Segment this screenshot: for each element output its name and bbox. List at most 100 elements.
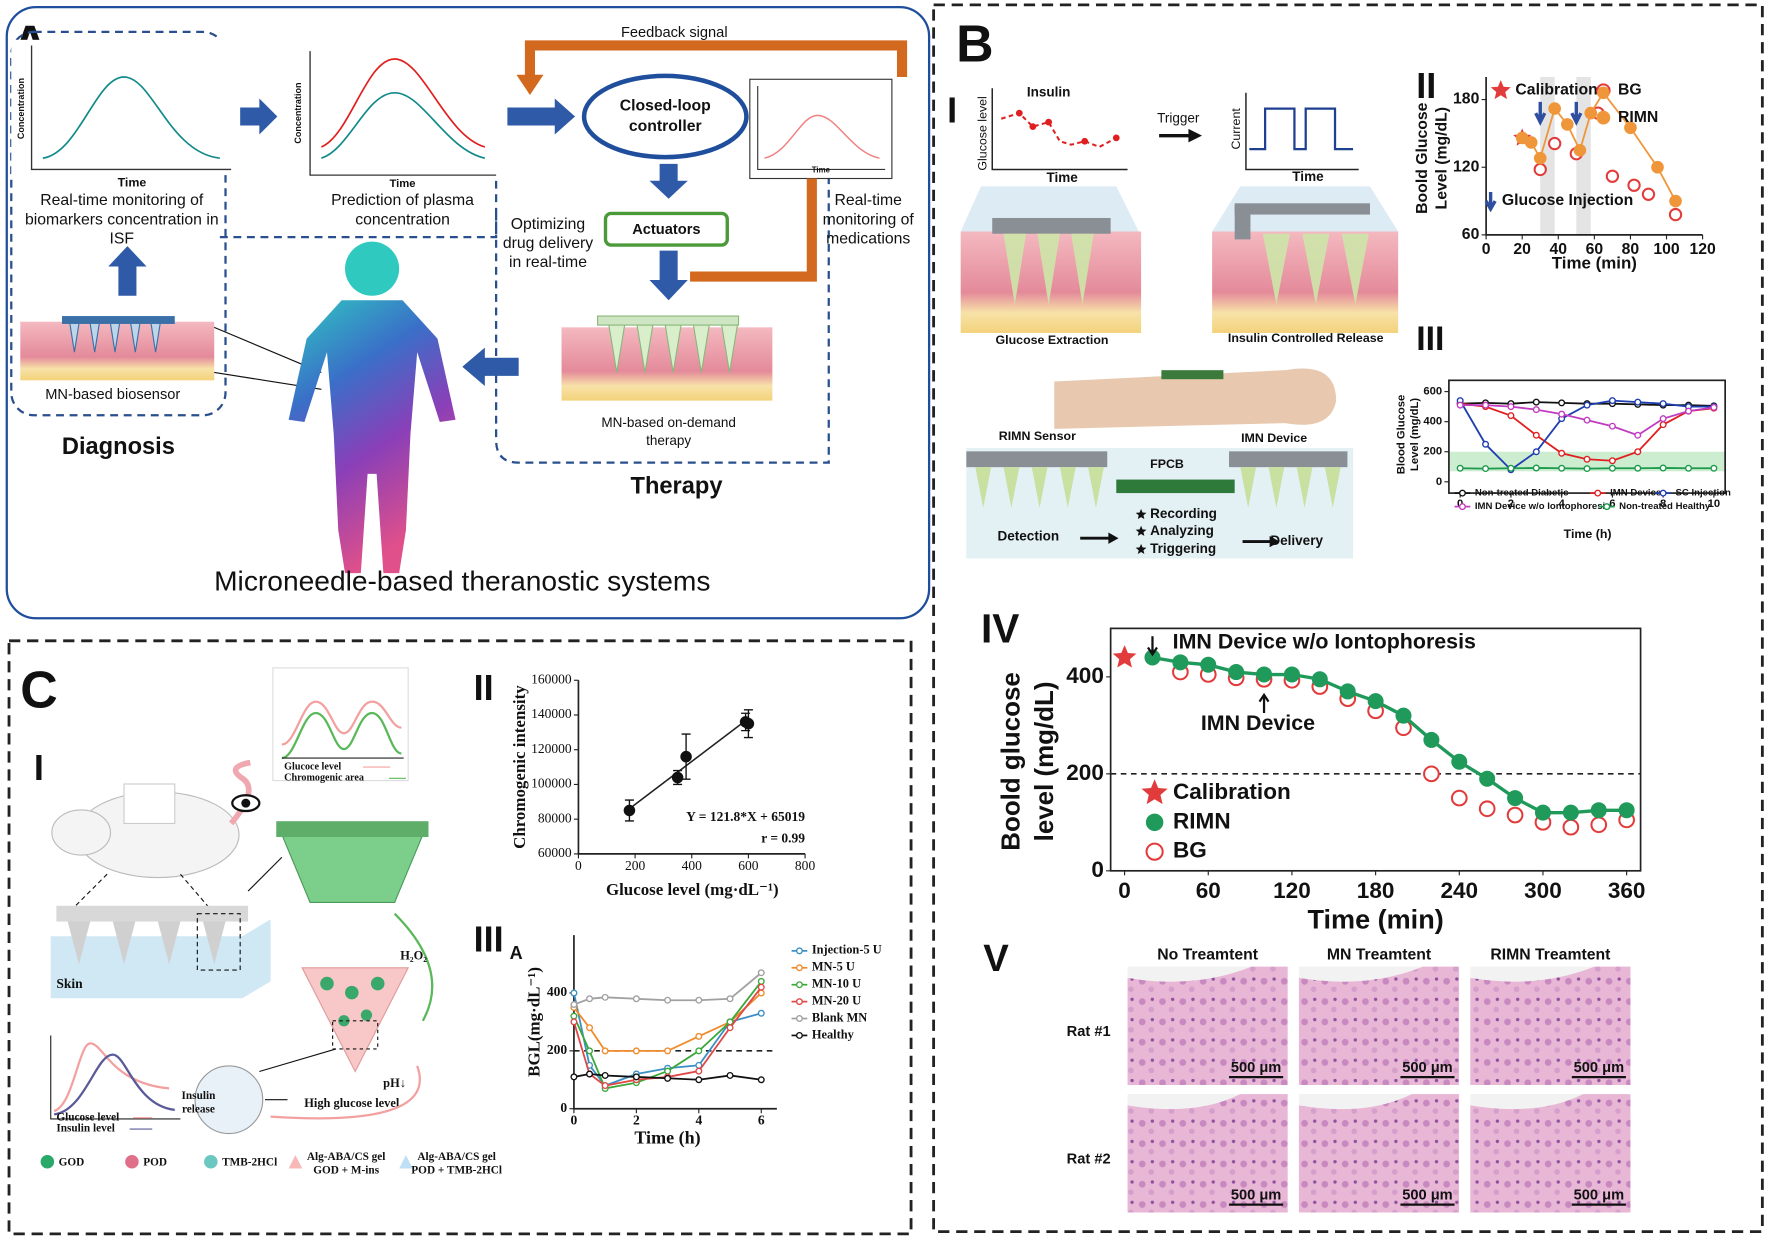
y-tick-label: 180 [1453, 91, 1480, 108]
legend-label: GOD + M-ins [313, 1164, 379, 1176]
chart: 0 2 4 6 0 200 400 III A Time (h) BGL(mg·dL⁻¹) Injec… [474, 918, 882, 1148]
marker [1685, 464, 1693, 472]
x-tick-label: 0 [1118, 878, 1131, 903]
legend-label: BG [1618, 82, 1642, 99]
axis-label: Time [1046, 170, 1078, 185]
y-tick-label: 100000 [531, 776, 572, 791]
marker [1200, 656, 1217, 673]
marker [1659, 464, 1667, 472]
marker [664, 1074, 672, 1082]
marker [1669, 194, 1682, 208]
caption-line: concentration [355, 211, 450, 228]
x-axis-label: Time (h) [634, 1127, 700, 1148]
legend-label: Insulin level [56, 1123, 115, 1135]
marker [1228, 664, 1245, 681]
marker [1710, 403, 1718, 411]
caption-line: medications [826, 231, 910, 248]
fit-line [628, 717, 749, 810]
marker [726, 1024, 734, 1032]
marker [1594, 489, 1602, 497]
chart: 0 2 4 6 8 10 0 200 400 600 III Time (h) Blood Glucos… [1396, 320, 1732, 541]
x-axis-label: Glucose level (mg·dL⁻¹) [606, 880, 779, 899]
marker [1456, 464, 1464, 472]
cycle-arrow [393, 912, 434, 1022]
annotation: IMN Device w/o Iontophoresis [1173, 630, 1476, 654]
chart-frame [272, 667, 409, 782]
marker [695, 1067, 703, 1075]
marker [1532, 431, 1540, 439]
panel-label: B [956, 14, 993, 72]
x-axis-label: Time (h) [1564, 527, 1612, 541]
series-line [573, 992, 762, 1087]
x-tick-label: 120 [1689, 241, 1716, 258]
gel [281, 834, 424, 903]
patch-base [276, 821, 429, 837]
marker [1573, 143, 1587, 157]
feedback-path [690, 178, 817, 282]
legend-label: Glucoce level [284, 761, 341, 772]
marker [726, 995, 734, 1003]
y-tick-label: 0 [1091, 857, 1104, 882]
marker [1172, 654, 1189, 671]
axis-label: Time [1292, 169, 1324, 184]
legend-label: TMB-2HCl [222, 1156, 277, 1168]
arrow [240, 98, 278, 135]
legend-label: SC Injection [1676, 488, 1731, 499]
curve [764, 114, 880, 159]
marker [1482, 465, 1490, 473]
axis-label: Concentration [16, 78, 26, 139]
axis-label: Time [812, 166, 831, 175]
y-tick-label: 160000 [531, 671, 572, 686]
device-label: MN-based biosensor [45, 387, 180, 403]
arrow [1080, 536, 1272, 543]
legend-label: IMN Device [1610, 488, 1661, 499]
column-header: RIMN Treamtent [1490, 947, 1611, 964]
y-axis-label: Boold Glucose [1414, 102, 1431, 213]
marker [795, 1015, 803, 1023]
marker [1562, 818, 1580, 836]
marker [1533, 151, 1547, 165]
chart-bg [11, 39, 237, 176]
legend-icon [204, 1154, 218, 1169]
needles [67, 921, 226, 965]
particle [345, 985, 359, 1000]
icon-legend [40, 1154, 413, 1169]
y-axis-label: BGL(mg·dL⁻¹) [524, 967, 543, 1077]
curve [1249, 107, 1354, 151]
device [1229, 451, 1348, 468]
icon-legend-labels: GOD POD TMB-2HCl Alg-ABA/CS gel GOD + M-… [59, 1151, 502, 1177]
tissue [1127, 966, 1288, 1086]
marker [1668, 207, 1683, 222]
human-head [345, 241, 400, 296]
particle [338, 1015, 350, 1027]
row-label: Rat #2 [1067, 1151, 1111, 1167]
device-label: MN-based on-demand [601, 415, 735, 430]
y-tick-label: 200 [547, 1042, 568, 1057]
axes [991, 88, 1128, 171]
x-tick-label: 100 [1653, 241, 1680, 258]
needles [69, 323, 161, 353]
marker [1583, 401, 1591, 409]
marker [1634, 431, 1642, 439]
scale-bar-label: 500 μm [1402, 1187, 1452, 1203]
section-label: Therapy [631, 474, 724, 500]
marker [1608, 422, 1616, 430]
plot-frame [1448, 379, 1726, 494]
y-axis-label: Blood Glucose [1396, 395, 1408, 474]
chart-title: II [1416, 65, 1436, 106]
human-body [288, 300, 456, 574]
marker [1558, 410, 1566, 418]
marker [1423, 731, 1440, 748]
marker [1507, 412, 1515, 420]
marker [601, 993, 609, 1001]
scale-bar-label: 500 μm [1231, 1060, 1281, 1076]
marker [1548, 136, 1562, 151]
chart-title: IV [981, 605, 1019, 651]
chart-title: III [1416, 320, 1444, 358]
marker [1458, 489, 1466, 497]
point [1029, 123, 1037, 131]
cone [301, 967, 410, 1073]
legend-label: Alg-ABA/CS gel [307, 1151, 386, 1163]
marker [632, 995, 640, 1003]
